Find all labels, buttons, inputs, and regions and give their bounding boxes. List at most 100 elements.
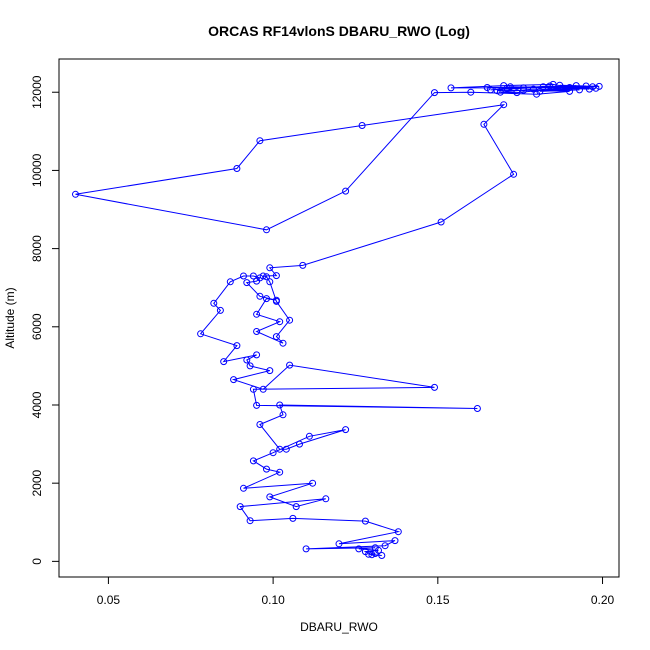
data-point [431,89,438,97]
data-point [378,552,386,559]
data-point [305,432,313,440]
data-point [529,85,537,93]
data-point [546,82,554,90]
data-point [266,264,274,272]
data-point [276,401,284,409]
data-point [279,339,287,347]
y-axis: 0 2000 4000 6000 8000 10000 12000 [30,75,59,565]
data-point [371,544,379,552]
data-point [487,86,494,94]
data-point [253,277,261,285]
data-point [276,468,284,476]
data-point [243,279,251,287]
data-point [592,84,600,92]
data-point [263,465,270,473]
data-point [576,86,583,94]
data-point [263,273,270,281]
data-point [480,120,488,128]
data-point [276,445,284,453]
data-point [263,226,270,234]
y-tick-label: 6000 [30,313,44,340]
data-point [437,218,445,226]
data-point [513,89,521,97]
data-point [256,292,264,300]
data-point [391,537,399,545]
data-point [394,528,402,536]
data-point [381,542,389,550]
data-point [335,540,343,548]
data-point [259,385,267,393]
data-point [236,503,244,511]
data-point [246,517,254,525]
data-point [253,310,261,318]
data-point [279,411,287,419]
data-point [559,84,567,92]
data-point [431,383,438,391]
data-point [506,83,514,91]
data-point [197,330,205,338]
data-point [520,84,527,92]
x-tick-label: 0.10 [261,593,285,607]
data-point [269,449,277,457]
data-point [272,272,280,280]
data-point [253,401,261,409]
x-tick-label: 0.15 [426,593,450,607]
data-point [243,356,251,364]
y-tick-label: 10000 [30,153,44,187]
data-point [500,101,508,109]
data-point [361,548,369,556]
chart-title: ORCAS RF14vlonS DBARU_RWO (Log) [208,23,470,39]
data-point [282,445,290,453]
data-point [302,545,310,553]
data-point [358,122,366,129]
data-point [256,137,264,145]
series-line [75,103,515,556]
data-point [447,84,455,92]
data-point [220,358,228,366]
y-tick-label: 0 [30,558,44,565]
data-point [253,328,261,335]
data-point [286,361,294,369]
data-point [240,484,247,492]
data-point [216,306,224,314]
data-point [566,87,574,95]
data-point [473,405,481,412]
data-point [496,88,504,96]
data-point [355,545,363,553]
x-axis: 0.05 0.10 0.15 0.20 [97,577,615,607]
data-point [510,170,518,178]
y-tick-label: 8000 [30,235,44,262]
x-tick-label: 0.05 [97,593,121,607]
data-point [272,333,280,341]
data-point [266,367,274,375]
x-tick-label: 0.20 [591,593,615,607]
data-point [536,87,544,95]
data-point [585,85,593,93]
data-point [493,87,501,95]
data-point [226,278,234,286]
data-point [240,272,247,280]
data-point [233,165,241,172]
data-point [342,187,350,195]
data-point [572,82,580,90]
data-point [210,299,218,307]
data-point [263,295,270,303]
data-point [361,517,369,525]
data-point [309,479,317,487]
data-point [266,493,274,501]
data-point [289,514,297,522]
series-line-upper [345,83,600,192]
data-point [246,362,254,370]
data-point [256,421,264,428]
data-point [520,86,527,94]
data-point [467,88,475,96]
data-point [566,84,574,91]
data-point [249,272,257,280]
data-point [549,80,557,88]
data-point [500,82,508,90]
data-point [296,440,303,448]
data-point [72,190,79,198]
data-point [322,495,330,503]
